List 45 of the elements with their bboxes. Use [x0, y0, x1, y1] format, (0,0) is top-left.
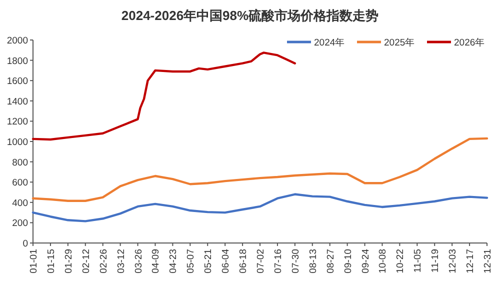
x-tick-label: 04-23	[168, 249, 180, 274]
legend-label: 2024年	[314, 36, 346, 48]
y-tick-label: 1000	[6, 137, 28, 148]
y-tick-label: 0	[22, 238, 28, 250]
x-tick-label: 07-02	[256, 249, 266, 274]
y-tick-label: 600	[12, 178, 28, 189]
x-tick-label: 01-01	[28, 249, 40, 274]
x-tick-label: 05-07	[186, 249, 197, 274]
x-tick-label: 08-13	[308, 249, 319, 274]
x-tick-label: 02-12	[80, 249, 92, 274]
line-series	[32, 52, 296, 141]
y-tick-label: 800	[12, 157, 28, 168]
x-tick-label: 03-26	[133, 249, 144, 274]
x-tick-label: 07-30	[290, 249, 302, 274]
x-tick-label: 10-08	[378, 249, 389, 274]
line-series	[32, 193, 488, 222]
y-tick-label: 1800	[6, 56, 28, 67]
legend-label: 2026年	[454, 36, 486, 48]
x-tick-label: 03-12	[116, 249, 127, 274]
line-series	[32, 137, 488, 202]
x-tick-label: 01-29	[63, 249, 74, 274]
y-tick-label: 200	[12, 218, 28, 230]
x-tick-label: 09-10	[342, 249, 354, 274]
x-tick-label: 12-17	[465, 249, 476, 274]
x-tick-label: 01-15	[46, 249, 57, 274]
x-tick-label: 11-19	[430, 249, 442, 273]
x-tick-label: 09-24	[360, 249, 372, 274]
x-tick-label: 12-03	[448, 249, 459, 274]
x-tick-label: 05-21	[203, 249, 214, 274]
x-tick-label: 06-04	[220, 249, 232, 274]
chart-title: 2024-2026年中国98%硫酸市场价格指数走势	[121, 8, 379, 23]
x-tick-label: 07-16	[272, 249, 284, 274]
y-tick-label: 1200	[6, 116, 28, 128]
y-tick-label: 1400	[6, 96, 28, 108]
x-tick-label: 02-26	[98, 249, 110, 274]
legend-label: 2025年	[384, 36, 416, 48]
x-tick-label: 08-27	[325, 249, 336, 274]
x-tick-label: 11-05	[412, 249, 424, 273]
x-tick-label: 06-18	[238, 249, 250, 274]
x-tick-label: 10-22	[395, 249, 406, 274]
y-tick-label: 400	[12, 198, 28, 209]
y-tick-label: 2000	[6, 36, 28, 46]
x-tick-label: 04-09	[150, 249, 162, 274]
y-tick-label: 1600	[6, 76, 28, 88]
x-tick-label: 12-31	[482, 249, 494, 274]
